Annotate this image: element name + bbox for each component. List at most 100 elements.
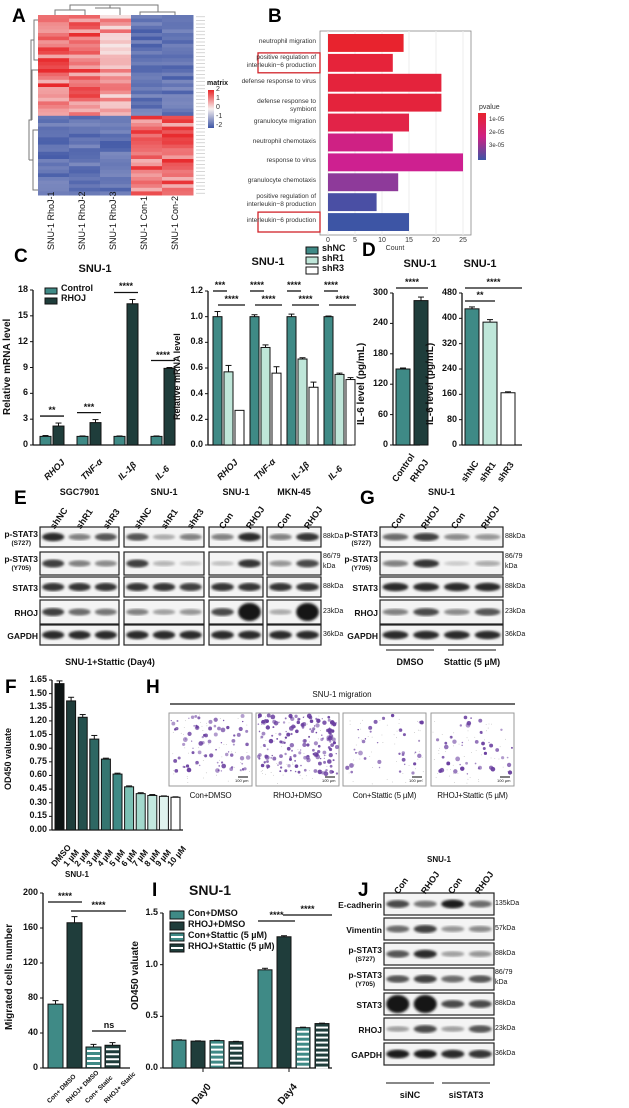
micrograph-caption: RHOJ+DMSO [273, 791, 322, 800]
protein-band [269, 582, 292, 592]
stained-cell [266, 713, 271, 718]
significance-label: **** [300, 904, 315, 914]
heatmap-cell [162, 119, 194, 124]
blot-g-STAT3 [379, 576, 504, 598]
stained-cell [272, 726, 275, 729]
heatmap-cell [38, 130, 70, 135]
protein-band [296, 630, 319, 640]
heatmap-cell [69, 97, 101, 102]
bar-stripe [316, 1061, 328, 1064]
heatmap-cell [131, 169, 163, 174]
bar-RHOJ-IL-6 [163, 367, 176, 446]
heatmap-cell [69, 79, 101, 84]
chart-title: SNU-1 [64, 870, 90, 879]
y-tick-label: 300 [372, 287, 388, 297]
stained-cell [220, 742, 223, 744]
heatmap-cell [162, 54, 194, 59]
stained-cell [277, 764, 279, 766]
protein-band [94, 630, 117, 640]
y-tick-label: 0.2 [190, 413, 203, 424]
heatmap-cell [38, 137, 70, 142]
y-tick-label: 1.0 [190, 310, 203, 321]
significance-label: **** [261, 294, 276, 304]
stained-cell [297, 770, 301, 774]
membrane-pore [357, 752, 358, 753]
heatmap-cell [69, 126, 101, 131]
bar-stripe [316, 1036, 328, 1039]
membrane-pore [392, 781, 393, 783]
treatment-label: DMSO [396, 657, 424, 667]
membrane-pore [214, 719, 216, 721]
legend-label: Con+DMSO [188, 908, 238, 918]
stained-cell [470, 717, 472, 719]
stained-cell [489, 743, 494, 748]
stained-cell [294, 759, 297, 762]
bar-RHOJ+ Static [104, 1044, 121, 1069]
kda-label: 36kDa [495, 1050, 516, 1057]
stained-cell [460, 766, 465, 771]
protein-band [42, 532, 65, 542]
membrane-pore [478, 780, 480, 782]
membrane-pore [318, 715, 320, 717]
bar-8 µM [147, 794, 158, 831]
panel-label-c: C [14, 246, 28, 267]
heatmap-cell [69, 15, 101, 20]
category-label: positive regulation of interleukin−6 pro… [246, 53, 316, 69]
y-tick-label: 12 [17, 335, 28, 346]
protein-band [413, 1025, 437, 1033]
membrane-pore [474, 736, 476, 738]
stained-cell [233, 734, 236, 737]
panel-label-h: H [146, 677, 160, 698]
heatmap-cell [131, 43, 163, 48]
stained-cell [182, 765, 185, 768]
category-label: defense response to virus [241, 77, 316, 85]
heatmap-cell [69, 180, 101, 185]
membrane-pore [399, 729, 401, 731]
stained-cell [303, 739, 307, 743]
membrane-pore [371, 736, 373, 738]
bar-9 µM [158, 795, 169, 831]
heatmap-cell [131, 133, 163, 138]
overlay-axis-label: OD450 valuate [130, 941, 141, 1010]
membrane-pore [362, 719, 363, 721]
membrane-pore [453, 773, 454, 775]
heatmap-cell [131, 65, 163, 70]
heatmap-cell [162, 83, 194, 88]
heatmap-cell [38, 87, 70, 92]
heatmap-cell [162, 112, 194, 117]
stained-cell [320, 738, 324, 742]
heatmap-cell [100, 187, 132, 192]
stained-cell [439, 767, 445, 773]
membrane-pore [199, 714, 201, 716]
heatmap-cell [100, 130, 132, 135]
stained-cell [285, 730, 287, 733]
blot-row-label: p-STAT3 [348, 945, 382, 955]
membrane-pore [453, 732, 455, 734]
membrane-pore [176, 761, 178, 763]
heatmap-cell [38, 18, 70, 23]
y-tick-label: 1.65 [29, 674, 47, 684]
heatmap-cell [162, 29, 194, 34]
micrograph-caption: Con+DMSO [189, 791, 232, 800]
stained-cell [278, 761, 283, 765]
protein-band [211, 561, 234, 566]
membrane-pore [386, 724, 388, 726]
protein-band [238, 559, 261, 568]
stained-cell [452, 739, 457, 744]
heatmap-cell [38, 29, 70, 34]
heatmap-cell [100, 47, 132, 52]
membrane-pore [417, 720, 418, 722]
heatmap-cell [131, 72, 163, 77]
heatmap-cell [162, 51, 194, 56]
membrane-pore [172, 753, 174, 755]
heatmap-cell [100, 87, 132, 92]
membrane-pore [276, 762, 278, 764]
heatmap-cell [100, 83, 132, 88]
blot-e-STAT3 [208, 576, 264, 598]
membrane-pore [265, 739, 267, 741]
membrane-pore [484, 739, 485, 741]
stained-cell [322, 720, 327, 725]
heatmap-cell [131, 18, 163, 23]
stained-cell [175, 726, 179, 731]
stained-cell [481, 741, 485, 746]
